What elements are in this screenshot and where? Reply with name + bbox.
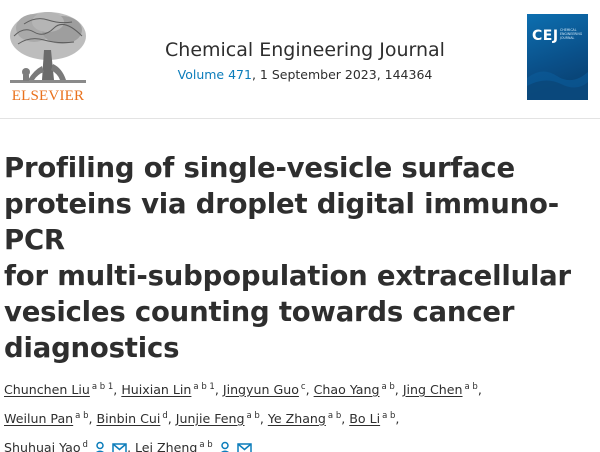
author-item: Bo Li a b	[349, 411, 395, 426]
author-item: Huixian Lin a b 1	[121, 382, 215, 397]
affiliation-marker[interactable]: c	[300, 382, 306, 392]
affiliation-marker[interactable]: a b	[199, 440, 213, 450]
author-item: Jingyun Guo c	[223, 382, 306, 397]
title-line: proteins via droplet digital immuno-PCR	[4, 188, 559, 256]
author-item: Ye Zhang a b	[268, 411, 341, 426]
author-name[interactable]: Jingyun Guo	[222, 382, 299, 397]
journal-title[interactable]: Chemical Engineering Journal	[165, 39, 445, 61]
author-name[interactable]: Chunchen Liu	[4, 382, 90, 397]
affiliation-marker[interactable]: a b	[75, 411, 89, 421]
author-name[interactable]: Binbin Cui	[96, 411, 161, 426]
author-name[interactable]: Lei Zheng	[134, 440, 198, 452]
author-name[interactable]: Ye Zhang	[267, 411, 326, 426]
affiliation-marker[interactable]: a b 1	[91, 382, 114, 392]
author-name[interactable]: Huixian Lin	[121, 382, 192, 397]
author-name[interactable]: Jing Chen	[402, 382, 463, 397]
author-item: Weilun Pan a b	[4, 411, 88, 426]
affiliation-marker[interactable]: a b	[381, 382, 395, 392]
journal-meta: Volume 471, 1 September 2023, 144364	[100, 66, 510, 84]
person-icon[interactable]	[93, 441, 107, 452]
article-title: Profiling of single-vesicle surface prot…	[4, 150, 594, 366]
affiliation-marker[interactable]: a b	[464, 382, 478, 392]
author-item: Junjie Feng a b	[176, 411, 260, 426]
author-name[interactable]: Shuhuai Yao	[4, 440, 81, 452]
cover-wave-icon	[527, 71, 588, 100]
author-name[interactable]: Chao Yang	[313, 382, 380, 397]
author-name[interactable]: Bo Li	[349, 411, 381, 426]
author-item: Binbin Cui d	[96, 411, 167, 426]
title-line: vesicles counting towards cancer	[4, 296, 515, 328]
publisher-name[interactable]: ELSEVIER	[11, 88, 85, 104]
title-line: for multi-subpopulation extracellular	[4, 260, 571, 292]
affiliation-marker[interactable]: a b	[382, 411, 396, 421]
affiliation-marker[interactable]: d	[82, 440, 88, 450]
person-icon[interactable]	[218, 441, 232, 452]
affiliation-marker[interactable]: a b 1	[193, 382, 215, 392]
affiliation-marker[interactable]: a b	[327, 411, 342, 421]
cover-abbreviation: CEJ	[532, 28, 559, 44]
author-item: Lei Zheng a b	[135, 440, 252, 452]
mail-icon[interactable]	[236, 442, 252, 452]
title-line: Profiling of single-vesicle surface	[4, 152, 515, 184]
publisher-logo[interactable]	[4, 6, 92, 106]
author-name[interactable]: Junjie Feng	[175, 411, 245, 426]
author-item: Chunchen Liu a b 1	[4, 382, 113, 397]
volume-link[interactable]: Volume 471	[177, 67, 252, 82]
issue-info: , 1 September 2023, 144364	[251, 67, 433, 82]
elsevier-tree-icon	[4, 6, 92, 90]
author-item: Shuhuai Yao d	[4, 440, 127, 452]
header-divider	[0, 118, 600, 119]
affiliation-marker[interactable]: d	[162, 411, 168, 421]
title-line: diagnostics	[4, 332, 180, 364]
affiliation-marker[interactable]: a b	[246, 411, 260, 421]
author-item: Chao Yang a b	[314, 382, 395, 397]
author-item: Jing Chen a b	[403, 382, 478, 397]
author-name[interactable]: Weilun Pan	[4, 411, 74, 426]
author-list: Chunchen Liu a b 1, Huixian Lin a b 1, Jin…	[4, 374, 598, 452]
journal-cover[interactable]: CEJ CHEMICAL ENGINEERING JOURNAL	[527, 14, 588, 100]
cover-journal-name: CHEMICAL ENGINEERING JOURNAL	[560, 28, 583, 40]
journal-info: Chemical Engineering Journal Volume 471,…	[100, 38, 510, 84]
mail-icon[interactable]	[112, 442, 127, 452]
